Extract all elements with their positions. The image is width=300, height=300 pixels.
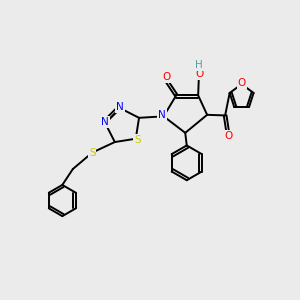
Text: N: N: [158, 110, 166, 120]
Text: H: H: [196, 60, 203, 70]
Text: O: O: [238, 78, 246, 88]
Text: N: N: [116, 102, 124, 112]
Text: S: S: [89, 148, 96, 158]
Text: S: S: [134, 135, 140, 145]
Text: O: O: [224, 130, 232, 140]
Text: O: O: [195, 69, 203, 79]
Text: O: O: [163, 72, 171, 82]
Text: N: N: [101, 117, 109, 127]
